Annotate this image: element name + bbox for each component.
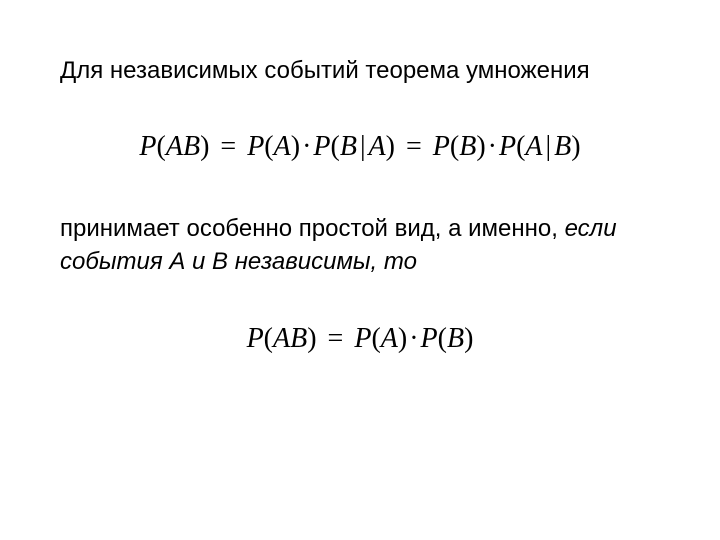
left-paren: ( [157, 131, 166, 162]
symbol-P: P [247, 131, 264, 162]
equals-sign: = [220, 131, 236, 162]
equals-sign: = [406, 131, 422, 162]
symbol-P: P [354, 323, 371, 354]
conclusion-text-part1: принимает особенно простой вид, а именно… [60, 215, 565, 242]
symbol-B: B [554, 131, 571, 162]
formula-2: P(AB) = P(A)·P(B) [247, 323, 474, 354]
left-paren: ( [331, 131, 340, 162]
symbol-P: P [433, 131, 450, 162]
formula-2-container: P(AB) = P(A)·P(B) [60, 323, 660, 355]
conditional-bar: | [546, 131, 552, 162]
symbol-AB: AB [273, 323, 307, 354]
formula-1: P(AB) = P(A)·P(B|A) = P(B)·P(A|B) [139, 131, 580, 162]
symbol-A: A [525, 131, 542, 162]
intro-text: Для независимых событий теорема умножени… [60, 55, 660, 86]
equals-sign: = [328, 323, 344, 354]
right-paren: ) [386, 131, 395, 162]
right-paren: ) [476, 131, 485, 162]
symbol-A: A [381, 323, 398, 354]
right-paren: ) [571, 131, 580, 162]
symbol-A: A [274, 131, 291, 162]
left-paren: ( [264, 131, 273, 162]
conclusion-text: принимает особенно простой вид, а именно… [60, 213, 660, 278]
slide-content: Для независимых событий теорема умножени… [0, 0, 720, 440]
symbol-A: A [369, 131, 386, 162]
left-paren: ( [264, 323, 273, 354]
left-paren: ( [450, 131, 459, 162]
right-paren: ) [464, 323, 473, 354]
symbol-B: B [447, 323, 464, 354]
right-paren: ) [291, 131, 300, 162]
symbol-P: P [421, 323, 438, 354]
right-paren: ) [398, 323, 407, 354]
left-paren: ( [371, 323, 380, 354]
symbol-P: P [139, 131, 156, 162]
symbol-P: P [313, 131, 330, 162]
symbol-AB: AB [166, 131, 200, 162]
symbol-P: P [499, 131, 516, 162]
dot-operator: · [488, 131, 497, 162]
right-paren: ) [200, 131, 209, 162]
formula-1-container: P(AB) = P(A)·P(B|A) = P(B)·P(A|B) [60, 131, 660, 163]
dot-operator: · [409, 323, 418, 354]
dot-operator: · [302, 131, 311, 162]
symbol-B: B [340, 131, 357, 162]
conditional-bar: | [360, 131, 366, 162]
symbol-P: P [247, 323, 264, 354]
left-paren: ( [438, 323, 447, 354]
right-paren: ) [307, 323, 316, 354]
symbol-B: B [459, 131, 476, 162]
